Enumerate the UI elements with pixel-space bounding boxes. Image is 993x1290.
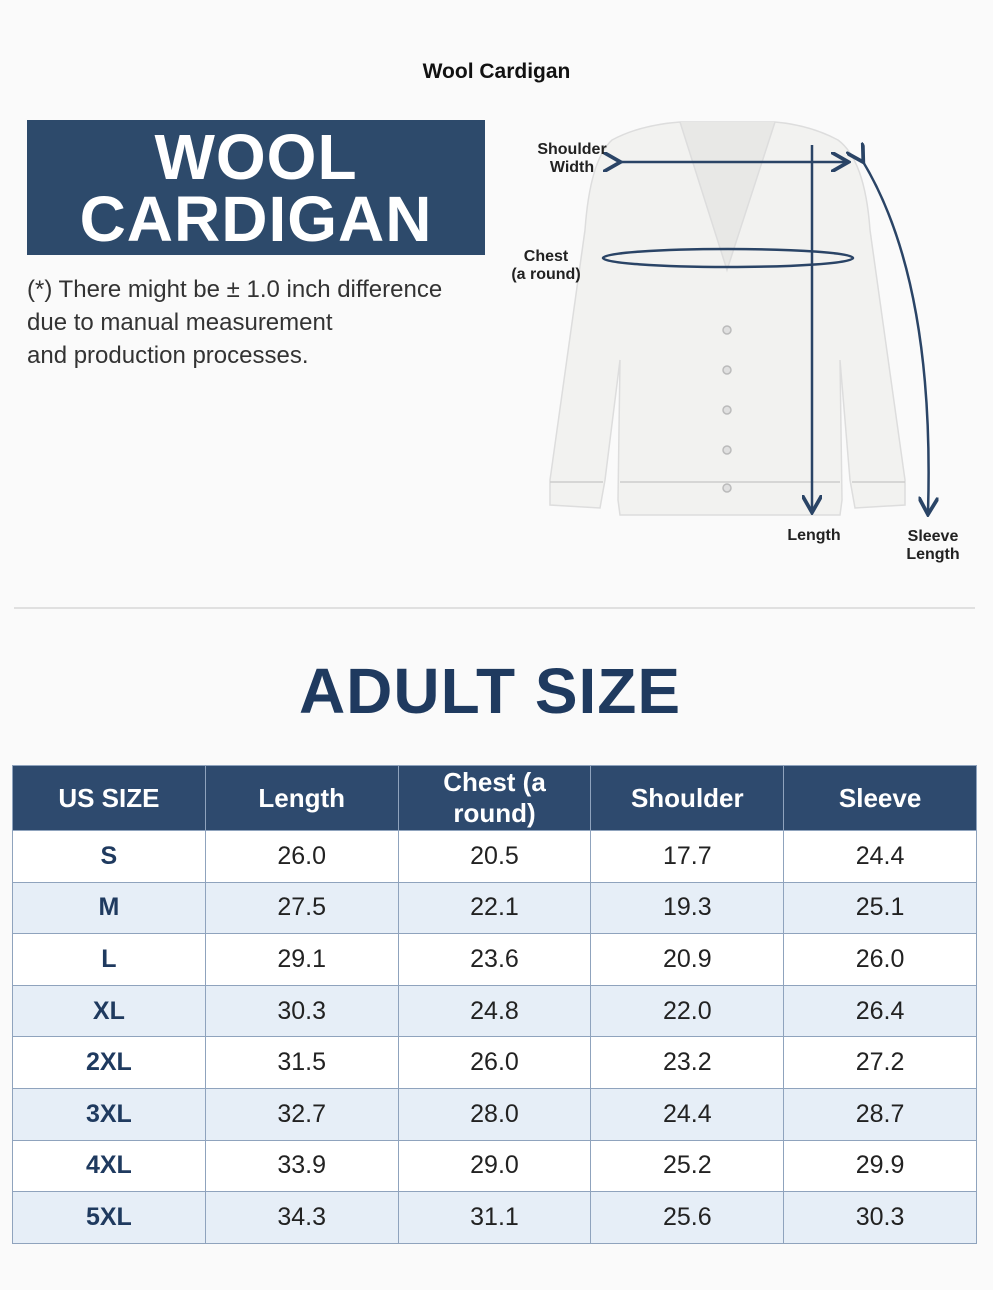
- header-cell: US SIZE: [12, 765, 206, 831]
- note-line: and production processes.: [27, 342, 309, 369]
- table-cell: 25.1: [783, 881, 977, 935]
- banner: WOOL CARDIGAN: [27, 120, 485, 255]
- label-line: Width: [550, 159, 594, 176]
- table-cell: 26.0: [783, 933, 977, 986]
- table-cell: 31.1: [397, 1191, 592, 1244]
- cardigan-diagram: Shoulder Width Chest (a round) Length Slee…: [511, 121, 960, 563]
- table-cell: 32.7: [204, 1087, 399, 1141]
- table-row: S 26.0 20.5 17.7 24.4: [12, 830, 977, 883]
- table-cell: S: [12, 830, 206, 883]
- table-cell: 29.9: [783, 1139, 977, 1193]
- header-cell: Sleeve: [783, 765, 977, 831]
- table-row: XL 30.3 24.8 22.0 26.4: [12, 984, 977, 1038]
- table-cell: 26.0: [204, 830, 399, 883]
- table-cell: 24.4: [783, 830, 977, 883]
- divider: [14, 607, 975, 609]
- diagram-label: Length: [787, 527, 840, 544]
- table-cell: 3XL: [12, 1087, 206, 1141]
- table-cell: 27.5: [204, 881, 399, 935]
- table-cell: 27.2: [783, 1036, 977, 1089]
- header-cell: Length: [204, 765, 399, 831]
- label-line: Shoulder: [537, 141, 606, 158]
- diagram-label: Shoulder Width: [537, 141, 606, 176]
- diagram-label: Sleeve Length: [906, 528, 959, 563]
- table-cell: 31.5: [204, 1036, 399, 1089]
- table-row: L 29.1 23.6 20.9 26.0: [12, 933, 977, 986]
- table-cell: 23.2: [590, 1036, 785, 1089]
- table-row: 5XL 34.3 31.1 25.6 30.3: [12, 1191, 977, 1244]
- top-title: Wool Cardigan: [422, 60, 571, 83]
- note: (*) There might be ± 1.0 inch difference…: [27, 273, 442, 372]
- table-cell: 29.1: [204, 933, 399, 986]
- table-cell: 28.0: [397, 1087, 592, 1141]
- table-cell: 4XL: [12, 1139, 206, 1193]
- table-cell: 30.3: [204, 984, 399, 1038]
- label-line: Length: [906, 546, 959, 563]
- table-cell: 22.0: [590, 984, 785, 1038]
- table-cell: 2XL: [12, 1036, 206, 1089]
- table-row: 2XL 31.5 26.0 23.2 27.2: [12, 1036, 977, 1089]
- table-cell: 30.3: [783, 1191, 977, 1244]
- table-cell: 25.6: [590, 1191, 785, 1244]
- table-cell: 19.3: [590, 881, 785, 935]
- table-cell: 34.3: [204, 1191, 399, 1244]
- table-row: 3XL 32.7 28.0 24.4 28.7: [12, 1087, 977, 1141]
- table-cell: 33.9: [204, 1139, 399, 1193]
- measure-lines: [601, 145, 929, 512]
- table-cell: 28.7: [783, 1087, 977, 1141]
- header-row: US SIZE Length Chest (a round) Shoulder Slee…: [12, 765, 977, 831]
- table-cell: M: [12, 881, 206, 935]
- note-line: (*) There might be ± 1.0 inch difference: [27, 276, 443, 303]
- table-cell: 20.5: [397, 830, 592, 883]
- table-cell: 26.4: [783, 984, 977, 1038]
- note-line: due to manual measurement: [27, 309, 333, 336]
- banner-line: CARDIGAN: [79, 183, 433, 255]
- size-table: US SIZE Length Chest (a round) Shoulder Slee…: [12, 765, 977, 1244]
- table-cell: L: [12, 933, 206, 986]
- table-cell: 22.1: [397, 881, 592, 935]
- section-title: ADULT SIZE: [298, 655, 682, 727]
- label-line: Length: [787, 527, 840, 544]
- table-row: M 27.5 22.1 19.3 25.1: [12, 881, 977, 935]
- table-cell: 20.9: [590, 933, 785, 986]
- table-cell: 24.4: [590, 1087, 785, 1141]
- label-line: (a round): [511, 266, 580, 283]
- table-cell: XL: [12, 984, 206, 1038]
- table-cell: 29.0: [397, 1139, 592, 1193]
- header-cell: Shoulder: [590, 765, 785, 831]
- table-cell: 5XL: [12, 1191, 206, 1244]
- label-line: Sleeve: [908, 528, 959, 545]
- table-cell: 24.8: [397, 984, 592, 1038]
- banner-line: WOOL: [154, 121, 358, 193]
- diagram-label: Chest (a round): [511, 248, 580, 283]
- table-cell: 26.0: [397, 1036, 592, 1089]
- cardigan: [549, 121, 906, 516]
- table-cell: 23.6: [397, 933, 592, 986]
- table-cell: 17.7: [590, 830, 785, 883]
- label-line: Chest: [524, 248, 569, 265]
- header-cell: Chest (a round): [397, 765, 592, 831]
- table-cell: 25.2: [590, 1139, 785, 1193]
- table-row: 4XL 33.9 29.0 25.2 29.9: [12, 1139, 977, 1193]
